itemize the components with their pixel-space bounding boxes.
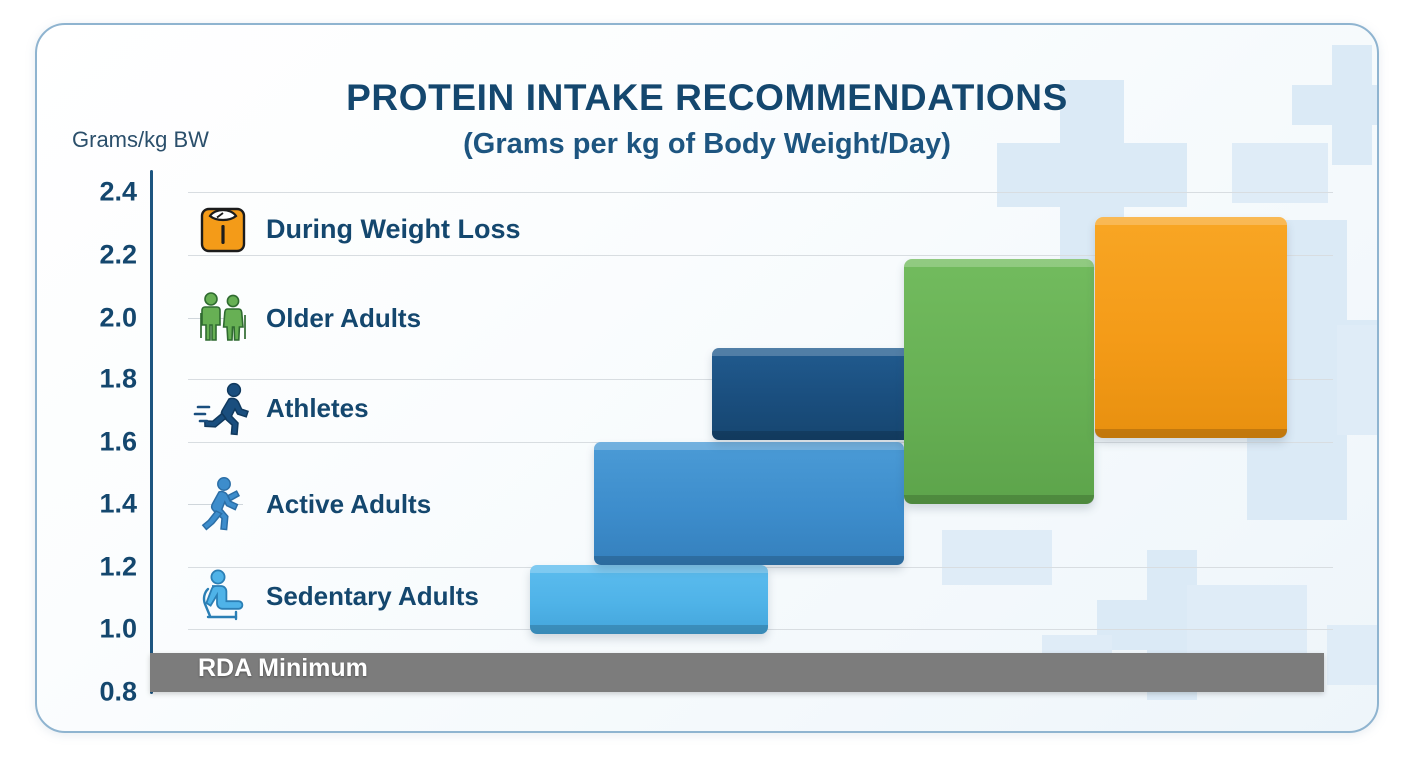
y-axis-caption: Grams/kg BW [72,127,209,152]
sprinting-runner-icon [192,377,254,439]
y-tick-label: 1.6 [99,426,137,457]
bar-active-adults [594,442,904,565]
watermark-square [1232,143,1328,203]
bar-sedentary-adults [530,565,768,634]
legend-item-athletes[interactable]: Athletes [192,377,369,439]
watermark-square [1327,625,1377,685]
jogging-runner-icon [192,473,254,535]
legend-item-older-adults[interactable]: Older Adults [192,287,421,349]
page-title: PROTEIN INTAKE RECOMMENDATIONS [346,77,1068,118]
legend-item-active-adults[interactable]: Active Adults [192,473,431,535]
y-tick-label: 0.8 [99,676,137,707]
legend-label: During Weight Loss [266,213,521,244]
legend-label: Athletes [266,392,369,423]
legend-label: Older Adults [266,302,422,333]
watermark-square [942,530,1052,585]
y-tick-label: 1.4 [99,488,137,519]
y-tick-label: 1.8 [99,363,137,394]
watermark-square [1187,585,1307,655]
rda-minimum-label: RDA Minimum [198,654,368,682]
legend-item-sedentary-adults[interactable]: Sedentary Adults [192,565,479,627]
bar-older-adults [904,259,1094,504]
bar-during-weight-loss [1095,217,1287,438]
rda-minimum-band [150,653,1324,692]
y-tick-label: 2.2 [99,239,137,270]
legend-item-during-weight-loss[interactable]: During Weight Loss [192,198,521,260]
gridline [188,255,1333,256]
page-subtitle: (Grams per kg of Body Weight/Day) [463,128,951,160]
gridline [188,192,1333,193]
bathroom-scale-icon [192,198,254,260]
legend-label: Sedentary Adults [266,580,479,611]
card-background: PROTEIN INTAKE RECOMMENDATIONS (Grams pe… [37,25,1377,731]
seated-person-icon [192,565,254,627]
watermark-cross [997,80,1187,270]
y-axis-line [150,170,153,694]
y-tick-label: 2.0 [99,302,137,333]
y-tick-label: 2.4 [99,176,137,207]
legend-label: Active Adults [266,488,432,519]
chart-card: PROTEIN INTAKE RECOMMENDATIONS (Grams pe… [35,23,1379,733]
y-tick-label: 1.2 [99,551,137,582]
watermark-square [1337,325,1377,435]
watermark-cross [1292,45,1377,165]
elderly-couple-icon [192,287,254,349]
y-tick-label: 1.0 [99,613,137,644]
